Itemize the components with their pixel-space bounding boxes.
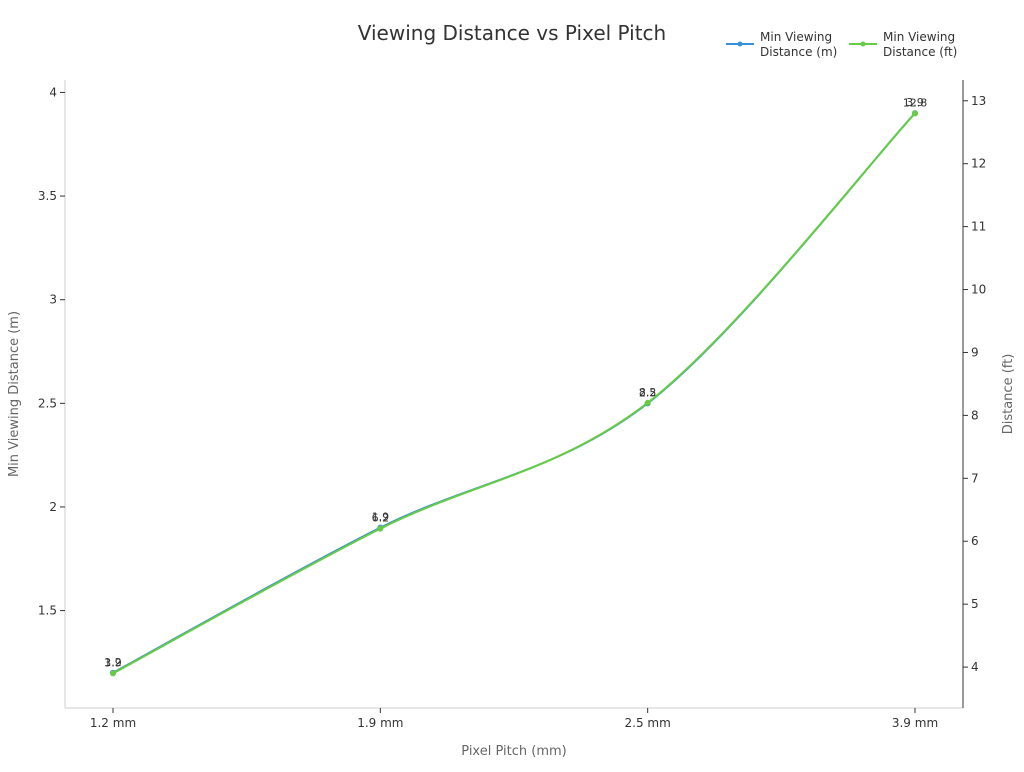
x-tick-label: 1.9 mm <box>357 716 403 730</box>
data-label: 8.2 <box>639 386 657 399</box>
data-label: 1.2 <box>104 656 122 669</box>
data-point <box>644 399 651 406</box>
series-line <box>112 112 916 675</box>
chart-title: Viewing Distance vs Pixel Pitch <box>358 21 666 45</box>
y-tick-label: 2.5 <box>38 396 57 410</box>
y2-tick-label: 13 <box>971 94 986 108</box>
y2-tick-label: 12 <box>971 157 986 171</box>
y2-tick-label: 10 <box>971 283 986 297</box>
series-line <box>112 112 916 674</box>
data-label: 6.2 <box>372 512 390 525</box>
legend-item: Min Viewing Distance (m) <box>726 30 837 59</box>
y2-tick-label: 7 <box>971 471 979 485</box>
x-tick-label: 1.2 mm <box>90 716 136 730</box>
data-label: 12.8 <box>903 96 928 109</box>
y-axis-title: Min Viewing Distance (m) <box>7 311 22 477</box>
legend-marker <box>737 41 743 47</box>
data-label: 3.9 <box>104 656 122 669</box>
data-point <box>110 670 116 677</box>
legend-label: Min Viewing Distance (m) <box>760 30 837 59</box>
y2-tick-label: 5 <box>971 597 979 611</box>
data-point <box>912 110 918 117</box>
y-tick-label: 3.5 <box>38 189 57 203</box>
data-label: 1.9 <box>372 511 390 524</box>
x-tick-label: 2.5 mm <box>625 716 671 730</box>
data-label: 3.9 <box>906 96 924 109</box>
y-tick-label: 2 <box>49 500 57 514</box>
x-axis-title: Pixel Pitch (mm) <box>461 744 566 759</box>
legend-label: Min Viewing Distance (ft) <box>883 30 957 59</box>
y-tick-label: 1.5 <box>38 604 57 618</box>
y-tick-label: 4 <box>49 85 57 99</box>
y2-tick-label: 6 <box>971 534 979 548</box>
y2-axis-title: Distance (ft) <box>1001 354 1016 435</box>
x-tick-label: 3.9 mm <box>892 716 938 730</box>
y-tick-label: 3 <box>49 293 57 307</box>
y2-tick-label: 11 <box>971 220 986 234</box>
y2-tick-label: 8 <box>971 408 979 422</box>
data-point <box>377 525 384 532</box>
legend-item: Min Viewing Distance (ft) <box>849 30 957 59</box>
y2-tick-label: 9 <box>971 345 979 359</box>
y2-tick-label: 4 <box>971 660 979 674</box>
data-label: 2.5 <box>639 386 657 399</box>
legend-marker <box>860 41 866 47</box>
